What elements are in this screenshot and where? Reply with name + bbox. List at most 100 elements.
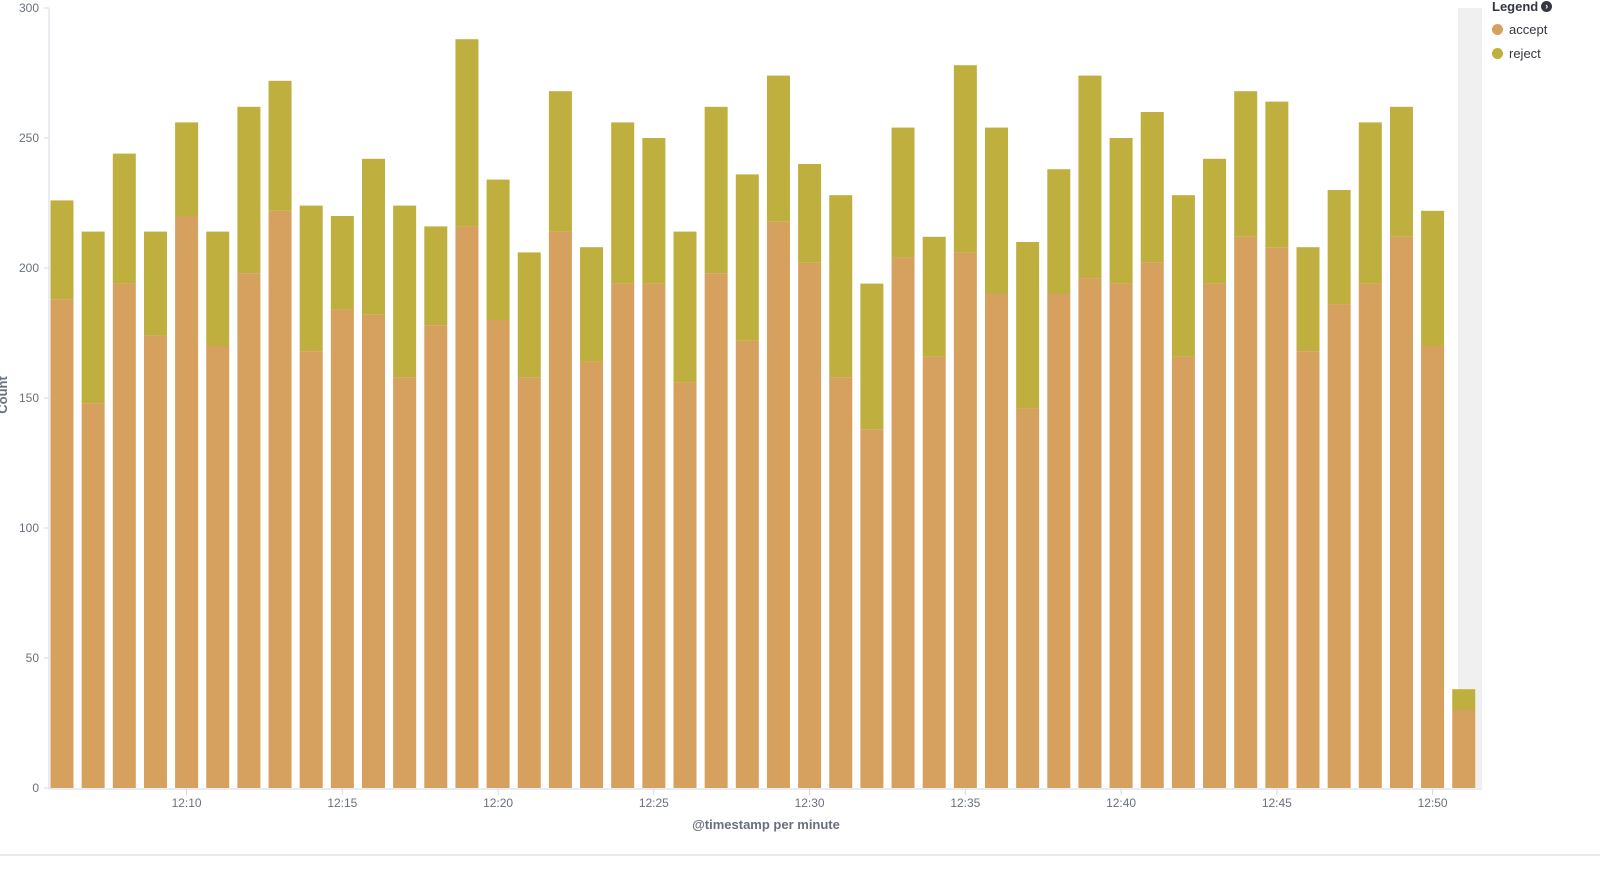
- bar-accept[interactable]: [673, 382, 697, 788]
- bar-reject[interactable]: [704, 106, 728, 274]
- bar-reject[interactable]: [1047, 169, 1071, 294]
- bar-accept[interactable]: [1452, 710, 1476, 788]
- bar-reject[interactable]: [891, 127, 915, 258]
- bar-reject[interactable]: [829, 195, 853, 378]
- bar-accept[interactable]: [1109, 283, 1133, 788]
- bar-accept[interactable]: [237, 273, 261, 788]
- bar-accept[interactable]: [642, 283, 666, 788]
- bar-accept[interactable]: [953, 252, 977, 788]
- bar-accept[interactable]: [985, 294, 1008, 788]
- bar-reject[interactable]: [517, 252, 541, 378]
- bar-accept[interactable]: [143, 335, 167, 788]
- bar-accept[interactable]: [580, 361, 604, 788]
- bar-accept[interactable]: [1265, 247, 1289, 788]
- bar-reject[interactable]: [1358, 122, 1382, 284]
- bar-accept[interactable]: [517, 377, 541, 788]
- bar-accept[interactable]: [175, 216, 199, 788]
- bar-accept[interactable]: [1047, 294, 1071, 788]
- bar-accept[interactable]: [1016, 408, 1040, 788]
- bar-accept[interactable]: [486, 320, 510, 788]
- bar-reject[interactable]: [81, 231, 105, 404]
- x-tick-label: 12:40: [1106, 796, 1136, 810]
- bar-accept[interactable]: [704, 273, 728, 788]
- bar-reject[interactable]: [299, 205, 323, 352]
- bar-accept[interactable]: [268, 210, 292, 789]
- bar-reject[interactable]: [1452, 689, 1476, 710]
- bar-accept[interactable]: [735, 340, 759, 788]
- bar-reject[interactable]: [548, 91, 572, 232]
- bar-reject[interactable]: [642, 138, 666, 284]
- bar-accept[interactable]: [1389, 236, 1413, 789]
- bar-reject[interactable]: [330, 216, 354, 310]
- bar-accept[interactable]: [1358, 283, 1382, 788]
- bar-reject[interactable]: [1389, 106, 1413, 237]
- bar-reject[interactable]: [580, 247, 604, 362]
- bar-reject[interactable]: [735, 174, 759, 341]
- y-axis-title: Count: [0, 376, 10, 414]
- bar-reject[interactable]: [798, 164, 822, 263]
- bottom-divider: [0, 854, 1600, 856]
- bar-reject[interactable]: [1078, 75, 1102, 279]
- bar-reject[interactable]: [922, 236, 946, 357]
- bar-reject[interactable]: [175, 122, 199, 216]
- bar-accept[interactable]: [393, 377, 417, 788]
- bar-reject[interactable]: [1421, 210, 1445, 346]
- legend-item-label: reject: [1509, 45, 1541, 61]
- bar-accept[interactable]: [112, 283, 136, 788]
- bar-reject[interactable]: [985, 127, 1008, 294]
- bar-reject[interactable]: [50, 200, 74, 300]
- chevron-right-circle-icon[interactable]: ›: [1541, 1, 1553, 12]
- bar-reject[interactable]: [455, 39, 479, 227]
- bar-accept[interactable]: [81, 403, 105, 788]
- bar-reject[interactable]: [1296, 247, 1320, 352]
- bar-accept[interactable]: [50, 299, 74, 788]
- bar-reject[interactable]: [424, 226, 448, 326]
- bar-accept[interactable]: [829, 377, 853, 788]
- bar-reject[interactable]: [393, 205, 417, 378]
- bar-reject[interactable]: [953, 65, 977, 253]
- bar-reject[interactable]: [206, 231, 230, 346]
- legend-item-accept[interactable]: accept: [1492, 21, 1600, 37]
- bar-reject[interactable]: [143, 231, 167, 336]
- bar-accept[interactable]: [891, 257, 915, 789]
- bar-accept[interactable]: [455, 226, 479, 788]
- bar-reject[interactable]: [860, 283, 884, 430]
- bar-reject[interactable]: [1327, 190, 1351, 305]
- bar-reject[interactable]: [1265, 101, 1289, 248]
- bar-reject[interactable]: [237, 106, 261, 274]
- bar-reject[interactable]: [1109, 138, 1133, 284]
- bar-accept[interactable]: [1078, 278, 1102, 788]
- bar-accept[interactable]: [860, 429, 884, 788]
- legend-toggle[interactable]: Legend ›: [1492, 0, 1600, 13]
- bar-reject[interactable]: [362, 158, 385, 315]
- bar-reject[interactable]: [268, 80, 292, 211]
- bar-accept[interactable]: [611, 283, 635, 788]
- bar-reject[interactable]: [486, 179, 510, 320]
- bar-accept[interactable]: [1140, 262, 1164, 788]
- bar-reject[interactable]: [1203, 158, 1227, 284]
- bar-accept[interactable]: [1327, 304, 1351, 788]
- bar-accept[interactable]: [1171, 356, 1195, 788]
- bar-accept[interactable]: [766, 221, 790, 788]
- bar-accept[interactable]: [798, 262, 822, 788]
- bar-accept[interactable]: [299, 351, 323, 788]
- bar-accept[interactable]: [1296, 351, 1320, 788]
- bar-accept[interactable]: [424, 325, 448, 788]
- bar-accept[interactable]: [362, 314, 385, 788]
- bar-accept[interactable]: [922, 356, 946, 788]
- bar-reject[interactable]: [1234, 91, 1258, 237]
- bar-reject[interactable]: [1171, 195, 1195, 357]
- bar-accept[interactable]: [1421, 346, 1445, 788]
- bar-accept[interactable]: [1234, 236, 1258, 789]
- bar-reject[interactable]: [673, 231, 697, 383]
- bar-reject[interactable]: [766, 75, 790, 222]
- bar-accept[interactable]: [548, 231, 572, 789]
- bar-reject[interactable]: [1016, 242, 1040, 409]
- legend-item-reject[interactable]: reject: [1492, 45, 1600, 61]
- bar-accept[interactable]: [206, 346, 230, 788]
- bar-reject[interactable]: [1140, 112, 1164, 263]
- bar-accept[interactable]: [1203, 283, 1227, 788]
- bar-reject[interactable]: [112, 153, 136, 284]
- bar-reject[interactable]: [611, 122, 635, 284]
- bar-accept[interactable]: [330, 309, 354, 788]
